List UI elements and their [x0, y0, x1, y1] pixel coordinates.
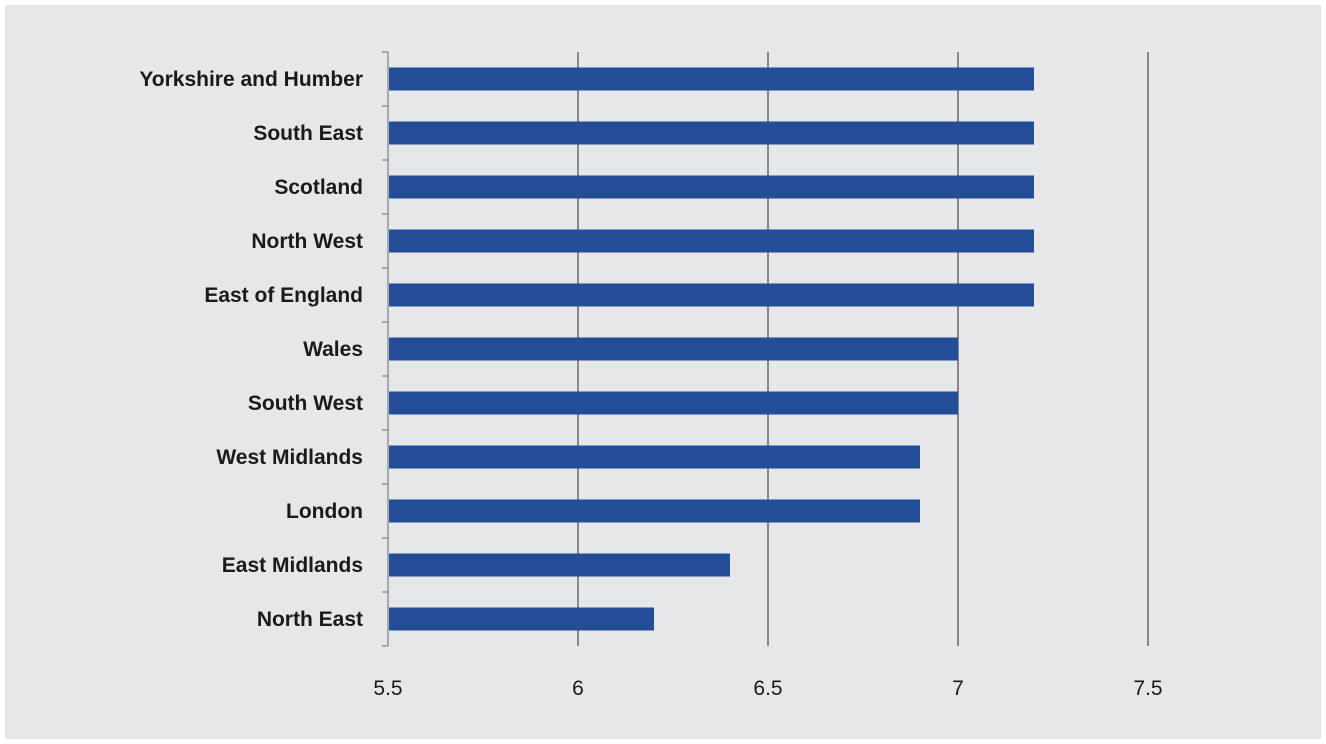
chart-panel: Yorkshire and Humber South East Scotland No…: [5, 5, 1321, 739]
axes: [382, 51, 389, 647]
bar-south-east: [389, 121, 1034, 145]
category-labels: Yorkshire and Humber South East Scotland No…: [139, 68, 363, 631]
bar-north-west: [389, 229, 1034, 253]
category-label-wales: Wales: [303, 338, 363, 361]
x-tick-label-7: 7: [952, 677, 964, 700]
bar-yorkshire-and-humber: [389, 67, 1034, 91]
bar-west-midlands: [389, 445, 920, 469]
bar-wales: [389, 337, 958, 361]
bar-london: [389, 499, 920, 523]
x-tick-label-5-5: 5.5: [373, 677, 402, 700]
bar-south-west: [389, 391, 958, 415]
bar-north-east: [389, 607, 654, 631]
category-label-north-west: North West: [251, 230, 363, 253]
x-tick-label-6-5: 6.5: [753, 677, 782, 700]
category-label-scotland: Scotland: [274, 176, 363, 199]
tick-labels: 5.5 6 6.5 7 7.5: [373, 677, 1162, 700]
category-label-west-midlands: West Midlands: [216, 446, 363, 469]
category-label-south-west: South West: [248, 392, 363, 415]
bar-east-midlands: [389, 553, 730, 577]
bar-scotland: [389, 175, 1034, 199]
x-tick-label-6: 6: [572, 677, 584, 700]
category-label-east-of-england: East of England: [204, 284, 363, 307]
category-label-yorkshire-and-humber: Yorkshire and Humber: [139, 68, 363, 91]
bar-chart: Yorkshire and Humber South East Scotland No…: [139, 51, 1163, 700]
category-label-south-east: South East: [253, 122, 363, 145]
category-label-north-east: North East: [257, 608, 363, 631]
x-tick-label-7-5: 7.5: [1133, 677, 1162, 700]
bar-east-of-england: [389, 283, 1034, 307]
category-label-london: London: [286, 500, 363, 523]
bars: [389, 67, 1034, 631]
category-label-east-midlands: East Midlands: [222, 554, 363, 577]
